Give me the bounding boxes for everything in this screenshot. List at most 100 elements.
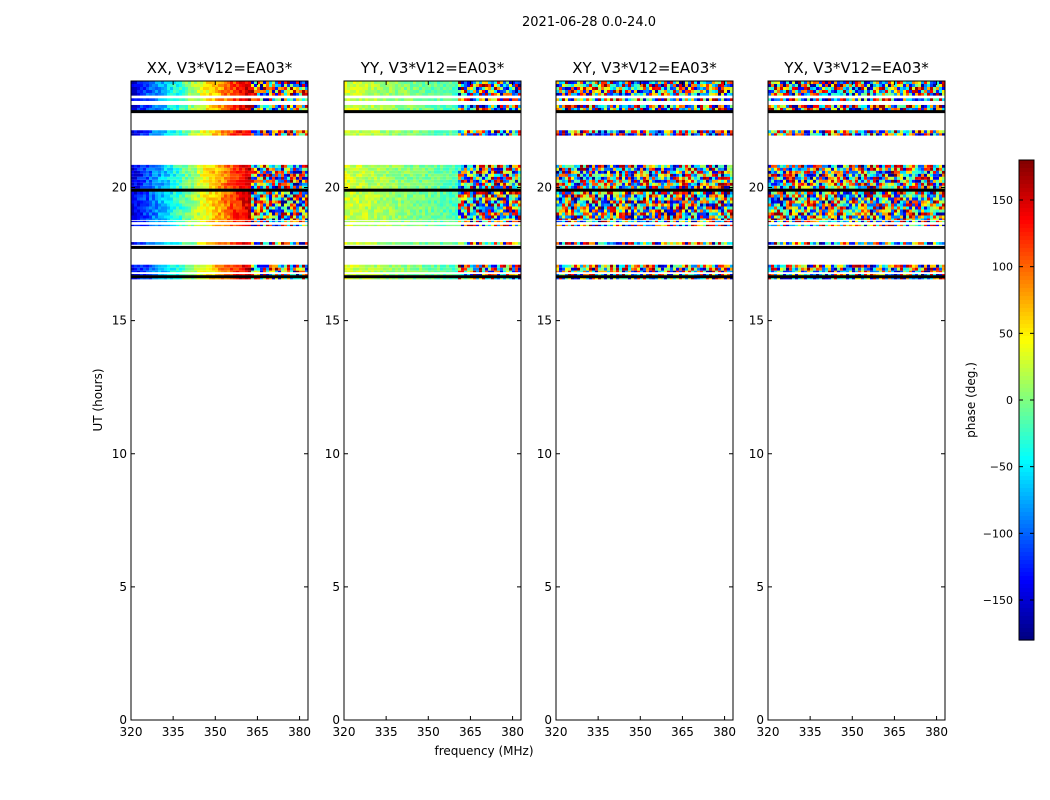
- flagged-line: [344, 188, 521, 192]
- colorbar-tick-label: 100: [992, 261, 1013, 274]
- x-tick-label: 350: [417, 725, 440, 739]
- y-tick-label: 15: [325, 314, 340, 328]
- heatmap-band: [344, 130, 521, 136]
- heatmap-band: [131, 220, 308, 223]
- flagged-line: [768, 275, 945, 279]
- x-tick-label: 350: [629, 725, 652, 739]
- colorbar-tick-label: 50: [999, 327, 1013, 340]
- y-tick-label: 20: [749, 181, 764, 195]
- y-tick-label: 0: [119, 713, 127, 727]
- x-tick-label: 380: [925, 725, 948, 739]
- y-axis-label: UT (hours): [91, 368, 105, 431]
- heatmap-band: [344, 191, 521, 220]
- heatmap-band: [768, 278, 945, 280]
- y-tick-label: 15: [749, 314, 764, 328]
- heatmap-band: [556, 224, 733, 227]
- colorbar-tick-label: 150: [992, 194, 1013, 207]
- flagged-line: [344, 245, 521, 249]
- heatmap-band: [768, 274, 945, 276]
- panel-frame: [767, 80, 946, 721]
- x-tick-label: 320: [120, 725, 143, 739]
- colorbar-tick-label: 0: [1006, 394, 1013, 407]
- y-tick-label: 20: [112, 181, 127, 195]
- panel-title: XY, V3*V12=EA03*: [572, 59, 717, 77]
- flagged-line: [556, 188, 733, 192]
- heatmap-band: [344, 242, 521, 245]
- heatmap-band: [556, 98, 733, 101]
- flagged-line: [344, 275, 521, 279]
- panel-title: XX, V3*V12=EA03*: [147, 59, 293, 77]
- y-tick-label: 15: [537, 314, 552, 328]
- colorbar-tick-label: −150: [983, 594, 1013, 607]
- x-tick-label: 320: [545, 725, 568, 739]
- heatmap-band: [768, 191, 945, 220]
- y-tick-label: 15: [112, 314, 127, 328]
- x-tick-label: 350: [204, 725, 227, 739]
- heatmap-band: [131, 191, 308, 220]
- heatmap-band: [344, 220, 521, 223]
- heatmap-band: [768, 264, 945, 273]
- flagged-line: [768, 110, 945, 114]
- heatmap-band: [556, 130, 733, 136]
- heatmap-panel-2: [556, 81, 733, 280]
- y-tick-label: 5: [332, 580, 340, 594]
- heatmap-band: [344, 224, 521, 227]
- heatmap-panel-0: [131, 81, 308, 280]
- x-tick-label: 365: [246, 725, 269, 739]
- heatmap-band: [131, 164, 308, 189]
- panel-3: YX, V3*V12=EA03* 320 335 350 365 380 0 5 10 15 20: [749, 59, 948, 739]
- heatmap-band: [556, 242, 733, 245]
- heatmap-band: [131, 274, 308, 276]
- flagged-line: [131, 110, 308, 114]
- x-tick-label: 365: [883, 725, 906, 739]
- figure-suptitle: 2021-06-28 0.0-24.0: [522, 15, 656, 30]
- heatmap-band: [131, 98, 308, 101]
- x-tick-label: 365: [671, 725, 694, 739]
- panel-title: YX, V3*V12=EA03*: [783, 59, 929, 77]
- y-tick-label: 10: [537, 447, 552, 461]
- heatmap-band: [556, 164, 733, 189]
- heatmap-band: [344, 164, 521, 189]
- heatmap-band: [768, 164, 945, 189]
- flagged-line: [768, 245, 945, 249]
- heatmap-band: [131, 278, 308, 280]
- colorbar-gradient: [1019, 160, 1034, 641]
- x-tick-label: 335: [375, 725, 398, 739]
- y-tick-label: 0: [332, 713, 340, 727]
- heatmap-band: [768, 242, 945, 245]
- heatmap-panel-3: [768, 81, 945, 280]
- flagged-line: [131, 188, 308, 192]
- heatmap-band: [768, 220, 945, 223]
- heatmap-band: [131, 264, 308, 273]
- panels: XX, V3*V12=EA03* 320 335 350 365 380 0 5 10 15 20 Y…: [112, 59, 948, 739]
- heatmap-band: [556, 220, 733, 223]
- colorbar: 150 100 50 0 −50 −100 −150: [983, 159, 1035, 641]
- y-tick-label: 5: [544, 580, 552, 594]
- heatmap-band: [768, 130, 945, 136]
- heatmap-band: [131, 242, 308, 245]
- y-tick-label: 10: [325, 447, 340, 461]
- heatmap-band: [344, 274, 521, 276]
- panel-frame: [555, 80, 734, 721]
- panel-2: XY, V3*V12=EA03* 320 335 350 365 380 0 5 10 15 20: [537, 59, 736, 739]
- x-tick-label: 335: [587, 725, 610, 739]
- panel-title: YY, V3*V12=EA03*: [360, 59, 505, 77]
- heatmap-band: [344, 264, 521, 273]
- heatmap-band: [556, 274, 733, 276]
- colorbar-label: phase (deg.): [964, 362, 978, 438]
- x-tick-label: 320: [333, 725, 356, 739]
- heatmap-band: [556, 278, 733, 280]
- heatmap-band: [344, 98, 521, 101]
- panel-1: YY, V3*V12=EA03* 320 335 350 365 380 0 5 10 15 20: [325, 59, 524, 739]
- colorbar-tick-label: −50: [990, 461, 1013, 474]
- heatmap-band: [556, 81, 733, 96]
- heatmap-panel-1: [344, 81, 521, 280]
- heatmap-band: [131, 81, 308, 96]
- y-tick-label: 5: [756, 580, 764, 594]
- x-tick-label: 365: [459, 725, 482, 739]
- x-tick-label: 380: [288, 725, 311, 739]
- panel-frame: [343, 80, 522, 721]
- heatmap-band: [131, 224, 308, 227]
- flagged-line: [131, 275, 308, 279]
